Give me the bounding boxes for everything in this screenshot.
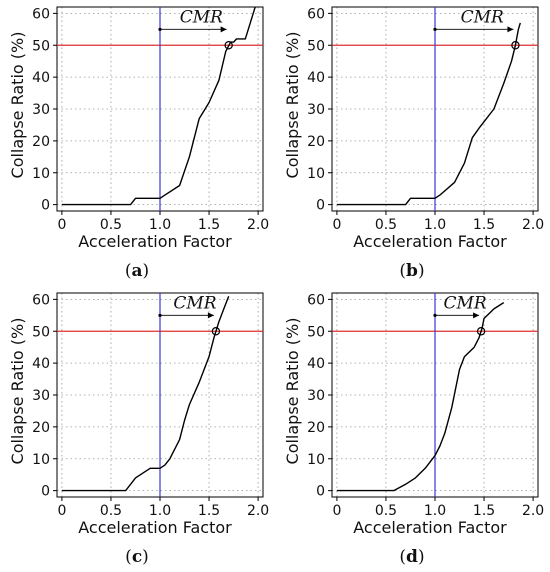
chart-c-ytick-label: 30 xyxy=(32,388,50,404)
chart-c-cmr-arrow-tail xyxy=(158,313,162,317)
chart-a-xtick-label: 0.5 xyxy=(100,217,122,233)
chart-panel-d: 0 0.5 1.0 1.5 2.0 0 10 20 30 40 50 60 Acceleration F… xyxy=(275,286,550,572)
chart-b-xtick-label: 1.5 xyxy=(473,217,495,233)
chart-c-xtick-label: 1.5 xyxy=(198,503,220,519)
chart-c-collapse-curve xyxy=(61,295,230,492)
chart-panel-c: 0 0.5 1.0 1.5 2.0 0 10 20 30 40 50 60 Acceleration F… xyxy=(0,286,275,572)
chart-d-cmr-arrow-head xyxy=(473,312,480,319)
chart-svg-b: 0 0.5 1.0 1.5 2.0 0 10 20 30 40 50 60 Acceleration F… xyxy=(283,6,544,281)
chart-a-cmr-label: CMR xyxy=(180,7,223,27)
chart-c-ytick-label: 60 xyxy=(32,292,50,308)
chart-svg-a: 0 0.5 1.0 1.5 2.0 0 10 20 30 40 50 60 Acceleration F… xyxy=(8,6,269,281)
chart-b-ytick-label: 0 xyxy=(316,198,325,214)
chart-a-ytick-label: 40 xyxy=(32,70,50,86)
chart-b-ytick-label: 20 xyxy=(307,134,325,150)
chart-a-ytick-label: 20 xyxy=(32,134,50,150)
chart-a-ytick-label: 10 xyxy=(32,166,50,182)
chart-c-xtick-label: 0.5 xyxy=(100,503,122,519)
chart-d-xtick-label: 0.5 xyxy=(375,503,397,519)
chart-d-xtick-label: 2.0 xyxy=(522,503,544,519)
chart-c-ytick-label: 0 xyxy=(41,484,50,500)
chart-b-panel-label: (b) xyxy=(399,261,424,281)
chart-d-ytick-label: 20 xyxy=(307,420,325,436)
chart-b-ytick-label: 30 xyxy=(307,102,325,118)
chart-a-ytick-label: 30 xyxy=(32,102,50,118)
chart-d-cmr-point xyxy=(476,327,486,336)
chart-d-ytick-label: 60 xyxy=(307,292,325,308)
chart-b-collapse-curve xyxy=(336,22,521,206)
chart-b-ytick-label: 10 xyxy=(307,166,325,182)
chart-a-x-axis-title: Acceleration Factor xyxy=(78,232,232,251)
chart-panel-b: 0 0.5 1.0 1.5 2.0 0 10 20 30 40 50 60 Acceleration F… xyxy=(275,0,550,286)
chart-a-panel-label: (a) xyxy=(125,261,149,281)
chart-d-xtick-label: 1.0 xyxy=(424,503,446,519)
chart-c-ytick-label: 20 xyxy=(32,420,50,436)
chart-d-ytick-label: 30 xyxy=(307,388,325,404)
chart-b-y-axis-title: Collapse Ratio (%) xyxy=(283,32,302,179)
chart-c-ytick-label: 10 xyxy=(32,452,50,468)
chart-c-ytick-label: 50 xyxy=(32,324,50,340)
chart-c-y-axis-title: Collapse Ratio (%) xyxy=(8,318,27,465)
chart-b-xtick-label: 2.0 xyxy=(522,217,544,233)
chart-a-xtick-label: 1.5 xyxy=(198,217,220,233)
chart-d-ytick-label: 0 xyxy=(316,484,325,500)
chart-d-ytick-label: 50 xyxy=(307,324,325,340)
chart-c-cmr-arrow-head xyxy=(207,312,214,319)
chart-a-ytick-label: 50 xyxy=(32,38,50,54)
chart-b-ytick-label: 50 xyxy=(307,38,325,54)
chart-panel-a: 0 0.5 1.0 1.5 2.0 0 10 20 30 40 50 60 Acceleration F… xyxy=(0,0,275,286)
chart-b-xtick-label: 1.0 xyxy=(424,217,446,233)
chart-b-cmr-label: CMR xyxy=(461,7,504,27)
chart-d-cmr-label: CMR xyxy=(443,293,486,313)
chart-svg-d: 0 0.5 1.0 1.5 2.0 0 10 20 30 40 50 60 Acceleration F… xyxy=(283,292,544,567)
chart-a-y-axis-title: Collapse Ratio (%) xyxy=(8,32,27,179)
chart-d-ytick-label: 40 xyxy=(307,356,325,372)
chart-d-xtick-label: 0 xyxy=(332,503,341,519)
chart-a-cmr-point xyxy=(224,41,233,50)
chart-c-xtick-label: 1.0 xyxy=(149,503,171,519)
chart-a-ytick-label: 0 xyxy=(41,198,50,214)
chart-c-ytick-label: 40 xyxy=(32,356,50,372)
chart-d-y-axis-title: Collapse Ratio (%) xyxy=(283,318,302,465)
chart-d-xtick-label: 1.5 xyxy=(473,503,495,519)
chart-a-collapse-curve xyxy=(61,6,256,206)
chart-svg-c: 0 0.5 1.0 1.5 2.0 0 10 20 30 40 50 60 Acceleration F… xyxy=(8,292,269,567)
chart-b-cmr-point xyxy=(511,41,520,50)
chart-b-xtick-label: 0 xyxy=(332,217,341,233)
chart-a-cmr-arrow-head xyxy=(220,26,227,33)
chart-b-cmr-arrow-tail xyxy=(433,27,437,31)
chart-c-x-axis-title: Acceleration Factor xyxy=(78,518,232,537)
chart-b-cmr-arrow-head xyxy=(507,26,514,33)
chart-c-xtick-label: 2.0 xyxy=(247,503,269,519)
chart-b-x-axis-title: Acceleration Factor xyxy=(353,232,507,251)
chart-a-xtick-label: 2.0 xyxy=(247,217,269,233)
chart-c-xtick-label: 0 xyxy=(57,503,66,519)
chart-d-cmr-arrow-tail xyxy=(433,313,437,317)
chart-d-ytick-label: 10 xyxy=(307,452,325,468)
chart-b-ytick-label: 40 xyxy=(307,70,325,86)
chart-d-x-axis-title: Acceleration Factor xyxy=(353,518,507,537)
chart-a-xtick-label: 1.0 xyxy=(149,217,171,233)
chart-c-cmr-label: CMR xyxy=(173,293,216,313)
chart-c-cmr-point xyxy=(211,327,221,336)
chart-b-xtick-label: 0.5 xyxy=(375,217,397,233)
chart-b-ytick-label: 60 xyxy=(307,6,325,22)
chart-a-cmr-arrow-tail xyxy=(158,27,162,31)
chart-d-collapse-curve xyxy=(336,302,505,492)
chart-d-panel-label: (d) xyxy=(399,547,424,567)
chart-c-panel-label: (c) xyxy=(125,547,149,567)
chart-a-ytick-label: 60 xyxy=(32,6,50,22)
chart-a-xtick-label: 0 xyxy=(57,217,66,233)
